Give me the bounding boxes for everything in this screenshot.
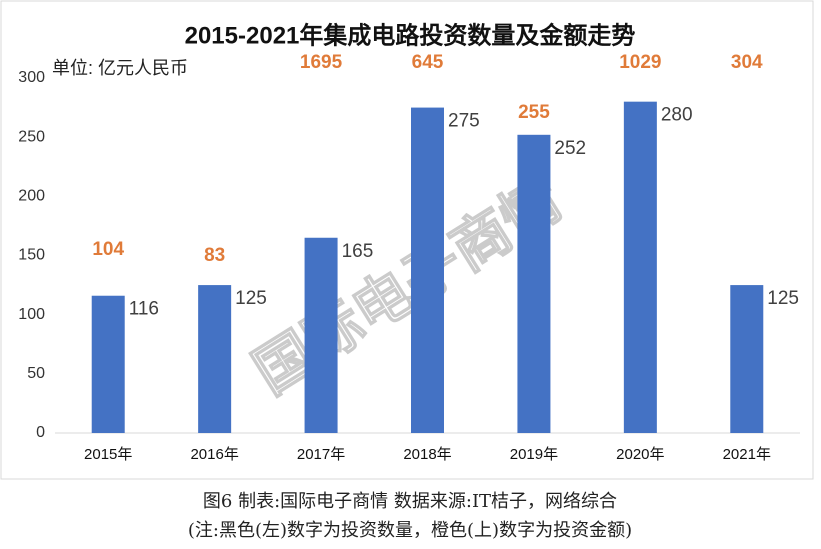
y-tick-label: 300 [18,69,45,86]
x-tick-label: 2020年 [616,446,664,463]
bar [517,134,551,434]
y-tick-label: 150 [18,247,45,264]
bar [411,107,444,433]
count-label: 275 [448,111,480,132]
x-tick-label: 2021年 [723,446,771,463]
x-tick-label: 2016年 [190,446,238,463]
x-tick-label: 2018年 [403,446,451,463]
bar [623,101,657,434]
bar [304,237,338,433]
bar [730,285,764,433]
x-tick-label: 2019年 [510,446,558,463]
count-label: 116 [129,299,159,320]
count-label: 280 [661,105,693,126]
count-label: 125 [235,288,267,309]
chart-title: 2015-2021年集成电路投资数量及金额走势 [185,21,636,49]
amount-label: 1029 [619,52,661,73]
amount-label: 255 [518,102,550,123]
y-tick-label: 250 [18,128,45,145]
chart-frame [0,0,814,480]
amount-label: 83 [204,245,225,266]
count-label: 125 [767,288,799,309]
unit-label: 单位: 亿元人民币 [52,58,188,78]
count-label: 165 [342,241,374,262]
amount-label: 1695 [300,52,343,73]
bar [198,285,232,433]
count-label: 252 [554,138,586,159]
caption: 图6 制表:国际电子商情 数据来源:IT桔子，网络综合 [203,491,617,512]
y-tick-label: 200 [18,188,45,205]
y-tick-label: 100 [18,306,45,323]
caption-note: (注:黑色(左)数字为投资数量，橙色(上)数字为投资金额) [188,520,632,541]
x-tick-label: 2015年 [84,446,132,463]
y-tick-label: 0 [36,424,45,441]
amount-label: 304 [731,52,763,73]
x-tick-label: 2017年 [297,446,345,463]
amount-label: 645 [412,52,444,73]
y-tick-label: 50 [27,365,45,382]
bar [91,295,125,433]
amount-label: 104 [92,239,124,260]
